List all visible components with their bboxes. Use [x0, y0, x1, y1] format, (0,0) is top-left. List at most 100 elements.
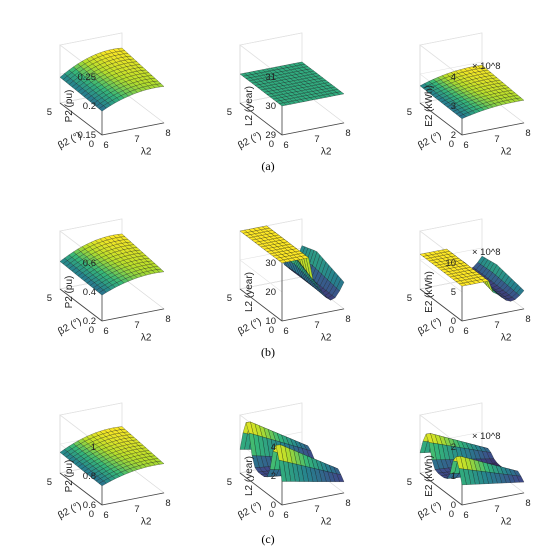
x-axis-label: λ2 [321, 332, 332, 343]
x-axis-line [281, 308, 345, 322]
z-axis-label: P2 (pu) [64, 460, 75, 493]
x-tick-label: 7 [134, 134, 139, 145]
y-tick-label: 0 [449, 509, 454, 520]
y-axis-label: β2 (°) [236, 500, 263, 521]
y-axis-line [59, 102, 103, 136]
y-axis-line [419, 472, 463, 506]
y-tick-label: 5 [407, 293, 412, 304]
x-tick-label: 7 [314, 134, 319, 145]
x-tick-label: 6 [283, 510, 288, 521]
z-tick-label: 20 [265, 287, 276, 298]
y-tick-label: 0 [269, 139, 274, 150]
panel-1-1: 10 20 30 6 7 8 0 5 L2 (year) λ2 β2 (°) [227, 218, 351, 343]
z-tick-label: 3 [451, 101, 456, 112]
x-tick-label: 7 [314, 504, 319, 515]
y-tick-label: 5 [227, 107, 232, 118]
y-tick-label: 0 [89, 325, 94, 336]
y-tick-label: 5 [227, 477, 232, 488]
x-tick-label: 8 [345, 498, 350, 509]
panel-0-1: 29 30 31 6 7 8 0 5 L2 (year) λ2 β2 (°) [227, 32, 351, 157]
y-tick-label: 5 [47, 477, 52, 488]
x-tick-label: 8 [165, 128, 170, 139]
y-tick-label: 0 [269, 325, 274, 336]
x-axis-line [281, 122, 345, 136]
z-tick-label: 2 [451, 130, 456, 141]
y-axis-label: β2 (°) [236, 130, 263, 151]
z-axis-label: E2 (kWh) [424, 271, 435, 313]
caption-b: (b) [261, 345, 275, 359]
surface-cell [278, 459, 287, 482]
surface-cell [458, 114, 467, 119]
x-tick-label: 6 [103, 326, 108, 337]
y-axis-label: β2 (°) [416, 500, 443, 521]
y-axis-line [419, 102, 463, 136]
y-axis-line [59, 472, 103, 506]
z-exponent-label: × 10^8 [472, 61, 501, 72]
x-axis-line [461, 122, 525, 136]
z-tick-label: 29 [265, 130, 276, 141]
z-tick-label: 0.6 [83, 500, 96, 511]
z-tick-label: 10 [445, 258, 456, 269]
x-tick-label: 7 [494, 320, 499, 331]
x-tick-label: 8 [165, 498, 170, 509]
y-axis-line [239, 288, 283, 322]
x-tick-label: 8 [525, 128, 530, 139]
y-axis-line [419, 288, 463, 322]
panel-0-2: 2 3 4 6 7 8 0 5 E2 (kWh) λ2 β2 (°) × 10^8 [407, 32, 531, 157]
z-tick-label: 0.2 [83, 101, 96, 112]
x-tick-label: 6 [463, 326, 468, 337]
caption-c: (c) [261, 532, 274, 546]
z-axis-label: P2 (pu) [64, 276, 75, 309]
x-tick-label: 7 [134, 320, 139, 331]
x-tick-label: 8 [525, 498, 530, 509]
x-tick-label: 6 [103, 140, 108, 151]
y-tick-label: 0 [449, 139, 454, 150]
z-tick-label: 1 [91, 442, 96, 453]
surface-cell [458, 282, 467, 287]
y-tick-label: 0 [89, 509, 94, 520]
y-axis-label: β2 (°) [56, 500, 83, 521]
panel-2-2: 0 1 2 6 7 8 0 5 E2 (kWh) λ2 β2 (°) × 10^8 [407, 402, 531, 527]
z-tick-label: 1 [451, 471, 456, 482]
x-tick-label: 8 [165, 314, 170, 325]
z-axis-label: L2 (year) [244, 456, 255, 496]
surface-cell [458, 468, 467, 486]
z-gridline [419, 247, 483, 293]
panel-2-0: 0.6 0.8 1 6 7 8 0 5 P2 (pu) λ2 β2 (°) [47, 402, 171, 527]
z-tick-label: 4 [271, 442, 276, 453]
z-tick-label: 2 [271, 471, 276, 482]
x-tick-label: 6 [463, 510, 468, 521]
x-axis-label: λ2 [501, 146, 512, 157]
z-tick-label: 31 [265, 72, 276, 83]
y-axis-label: β2 (°) [416, 130, 443, 151]
z-tick-label: 0 [451, 500, 456, 511]
z-axis-label: L2 (year) [244, 86, 255, 126]
y-axis-label: β2 (°) [56, 316, 83, 337]
y-axis-label: β2 (°) [236, 316, 263, 337]
panel-1-2: 0 5 10 6 7 8 0 5 E2 (kWh) λ2 β2 (°) × 10^8 [407, 218, 531, 343]
y-axis-label: β2 (°) [416, 316, 443, 337]
x-axis-line [101, 308, 165, 322]
z-exponent-label: × 10^8 [472, 247, 501, 258]
z-tick-label: 0 [451, 316, 456, 327]
caption-a: (a) [261, 159, 274, 173]
panel-0-0: 0.15 0.2 0.25 6 7 8 0 5 P2 (pu) λ2 β2 (°) [47, 32, 171, 157]
z-tick-label: 0 [271, 500, 276, 511]
z-exponent-label: × 10^8 [472, 431, 501, 442]
y-axis-line [239, 102, 283, 136]
x-axis-line [101, 122, 165, 136]
x-tick-label: 8 [525, 314, 530, 325]
z-axis-label: E2 (kWh) [424, 85, 435, 127]
x-tick-label: 8 [345, 314, 350, 325]
z-tick-label: 10 [265, 316, 276, 327]
x-tick-label: 7 [494, 134, 499, 145]
x-tick-label: 6 [283, 326, 288, 337]
y-axis-line [59, 288, 103, 322]
z-tick-label: 4 [451, 72, 456, 83]
panel-1-0: 0.2 0.4 0.6 6 7 8 0 5 P2 (pu) λ2 β2 (°) [47, 218, 171, 343]
x-tick-label: 6 [283, 140, 288, 151]
y-tick-label: 5 [227, 293, 232, 304]
x-axis-label: λ2 [321, 516, 332, 527]
x-axis-line [461, 308, 525, 322]
